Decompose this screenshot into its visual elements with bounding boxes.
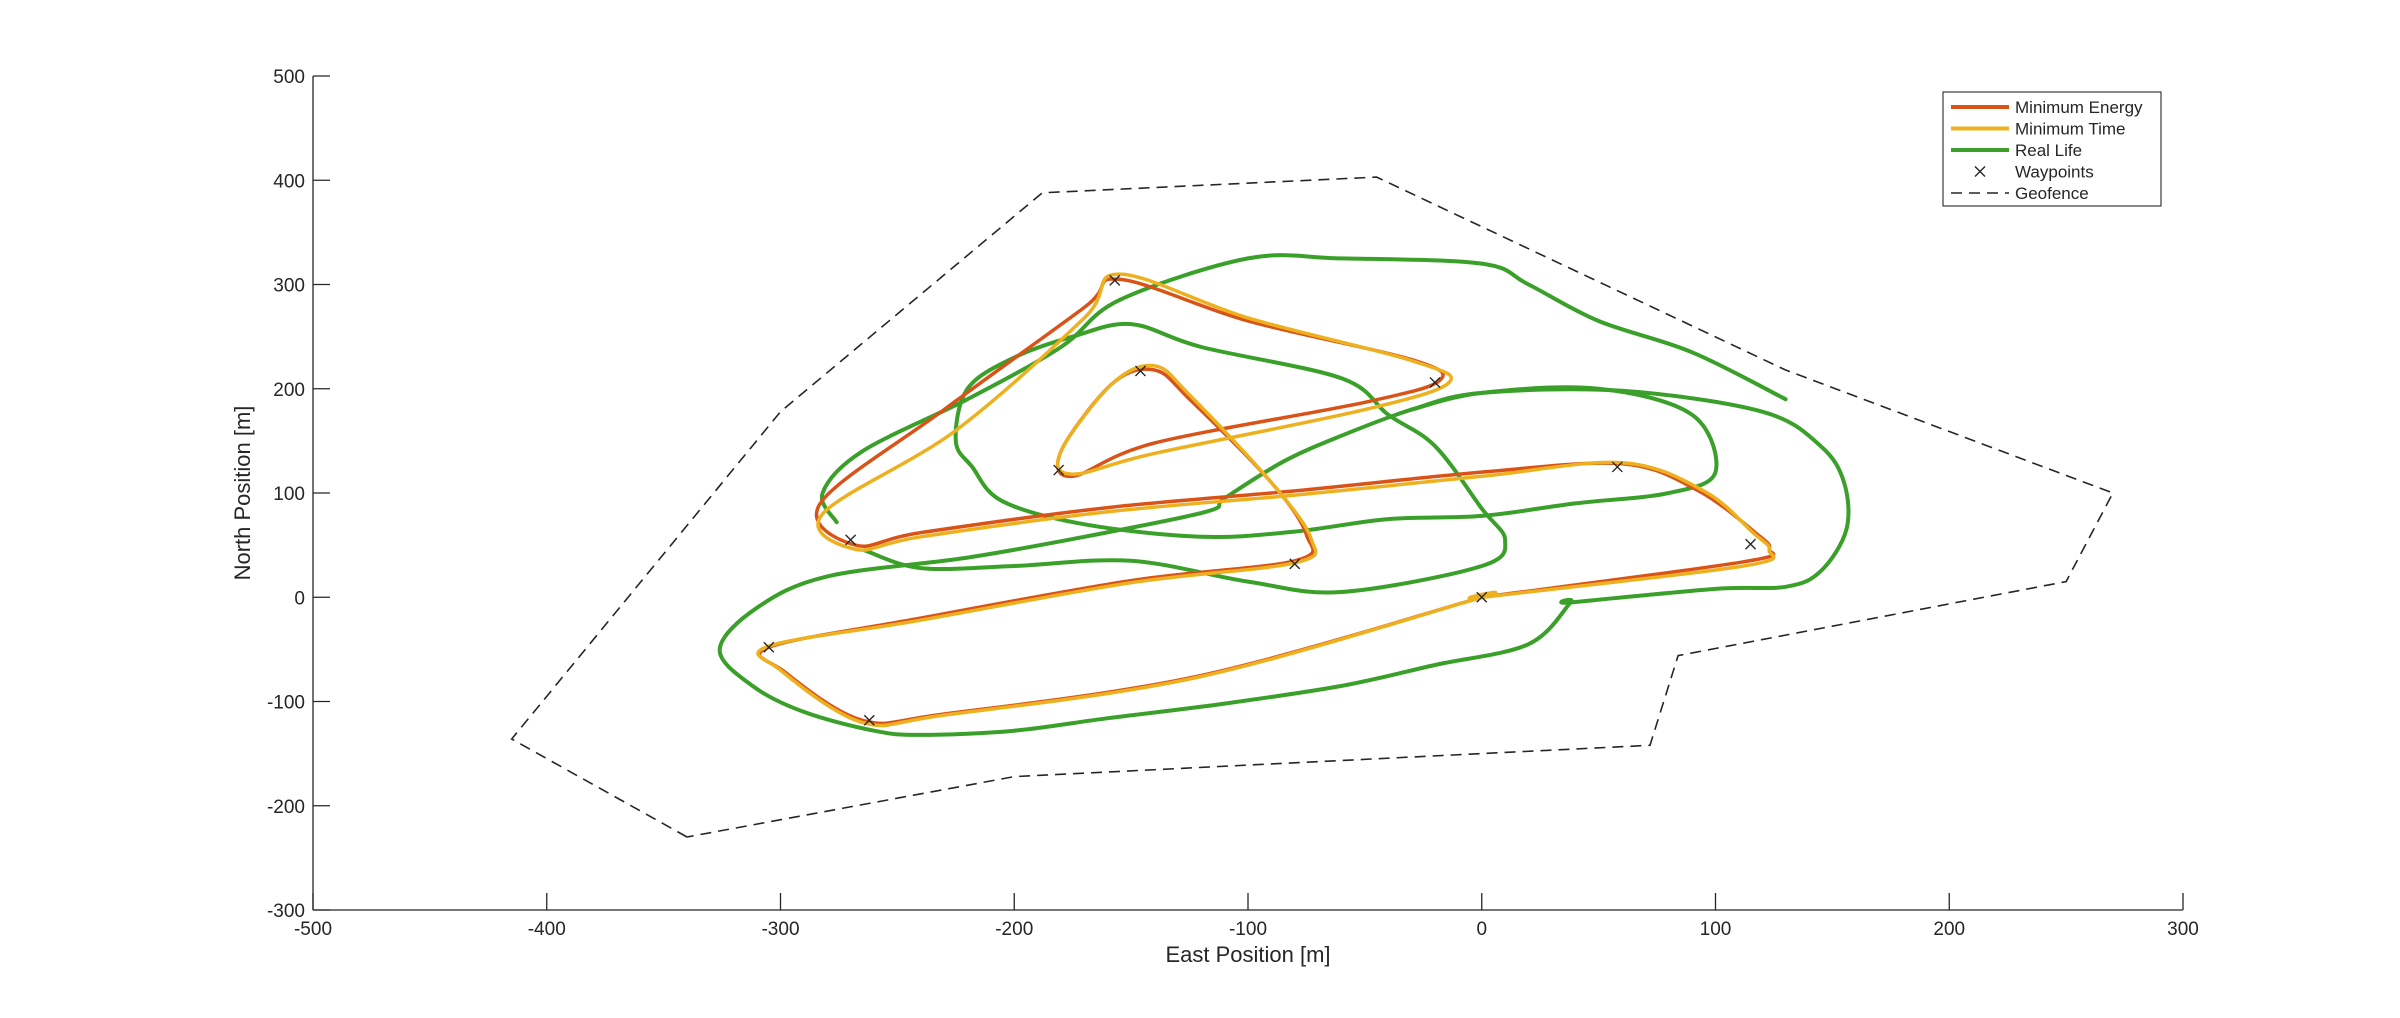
y-tick-label: -200 (267, 797, 305, 818)
legend-swatch-waypoints (1974, 166, 1986, 177)
y-tick-label: 200 (273, 380, 305, 401)
waypoint-marker-6 (1611, 461, 1623, 473)
legend-label-minimum-time: Minimum Time (2015, 120, 2126, 139)
waypoint-marker-2 (1134, 365, 1146, 377)
x-tick-label: 200 (1933, 919, 1965, 940)
waypoint-marker-1 (1109, 274, 1121, 286)
legend: Minimum Energy Minimum Time Real Life Waypo… (1942, 91, 2162, 207)
plot-area (510, 176, 2115, 838)
y-axis-title: North Position [m] (230, 406, 255, 581)
x-axis-title: East Position [m] (1165, 942, 1330, 967)
x-tick-label: -100 (1229, 919, 1267, 940)
x-tick-label: 300 (2167, 919, 2199, 940)
legend-label-minimum-energy: Minimum Energy (2015, 98, 2143, 117)
x-tick-label: -200 (995, 919, 1033, 940)
x-tick-label: -300 (761, 919, 799, 940)
waypoint-marker-3 (1429, 377, 1441, 388)
waypoint-marker-8 (1289, 558, 1301, 570)
waypoint-marker-5 (845, 534, 857, 546)
y-tick-label: 100 (273, 484, 305, 505)
waypoint-marker-7 (1745, 538, 1757, 550)
y-tick-label: 500 (273, 67, 305, 88)
x-tick-label: -400 (528, 919, 566, 940)
legend-label-waypoints: Waypoints (2015, 163, 2094, 182)
series-real-life-segment-1 (862, 321, 1719, 595)
series-minimum-time-line (756, 272, 1776, 728)
x-tick-label: 100 (1700, 919, 1732, 940)
series-real-life-segment-2 (819, 253, 1788, 525)
waypoint-marker-10 (763, 641, 775, 653)
series-geofence-line (510, 176, 2115, 838)
x-tick-label: -500 (294, 919, 332, 940)
y-tick-label: -100 (267, 693, 305, 714)
y-tick-label: 0 (294, 588, 305, 609)
waypoint-marker-11 (863, 714, 875, 726)
x-tick-label: 0 (1476, 919, 1487, 940)
axes: -500 -400 -300 -200 -100 0 100 200 300 -300 -200 -1… (267, 67, 2199, 940)
series-minimum-energy-line (757, 277, 1776, 726)
waypoint-marker-9 (1476, 591, 1488, 603)
y-tick-label: 300 (273, 276, 305, 297)
waypoint-marker-4 (1053, 464, 1065, 476)
legend-label-real-life: Real Life (2015, 141, 2082, 160)
series-real-life-line (717, 387, 1851, 737)
y-tick-label: -300 (267, 901, 305, 922)
legend-label-geofence: Geofence (2015, 184, 2089, 203)
y-tick-label: 400 (273, 171, 305, 192)
